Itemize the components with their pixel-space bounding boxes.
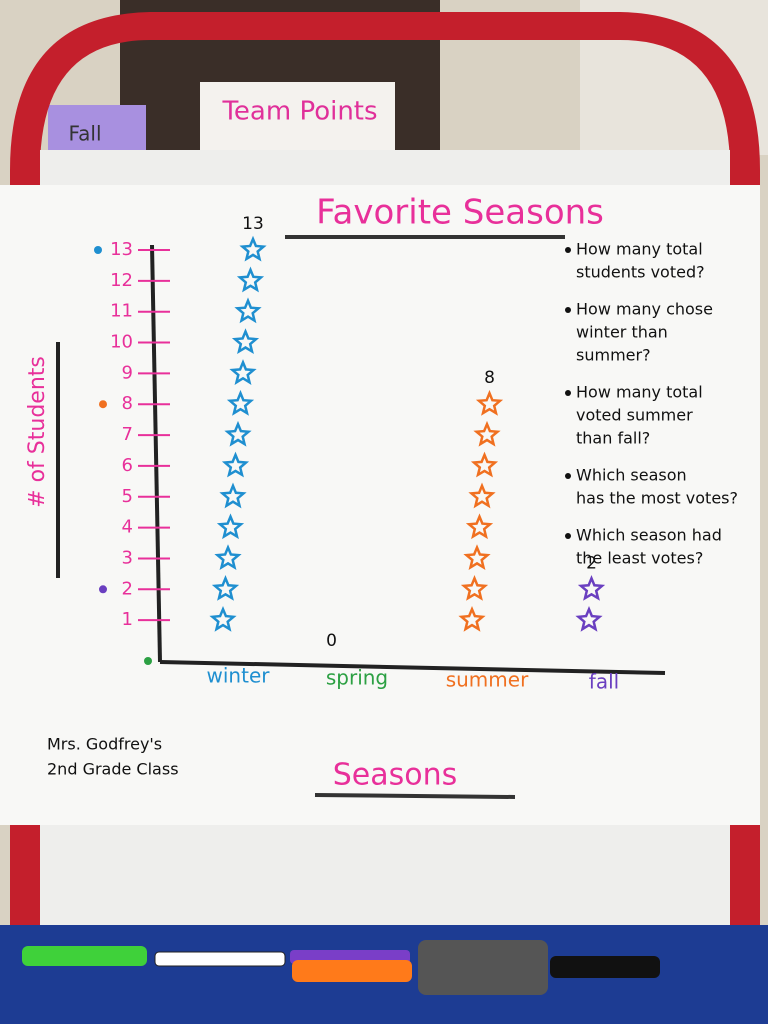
y-tick-label: 10 <box>110 332 133 353</box>
tick-dot <box>99 400 107 409</box>
star <box>468 482 496 509</box>
y-axis-label: # of Students <box>25 356 50 508</box>
value-label: 13 <box>242 214 264 234</box>
y-tick-label: 11 <box>110 301 133 322</box>
bullet <box>565 390 571 396</box>
question: Which season <box>576 466 687 485</box>
value-label: 0 <box>326 631 337 651</box>
bullet <box>565 473 571 479</box>
x-label-underline <box>314 793 516 799</box>
y-tick-label: 1 <box>122 609 133 630</box>
question: How many total <box>576 240 703 259</box>
star <box>458 605 486 632</box>
y-tick-label: 4 <box>122 517 133 538</box>
sign <box>48 105 146 150</box>
star <box>239 235 267 262</box>
star <box>211 575 240 601</box>
y-tick-label: 9 <box>122 362 133 383</box>
y-tick-label: 8 <box>122 393 133 414</box>
question: How many total <box>576 383 703 402</box>
star <box>465 513 494 540</box>
star-column <box>575 575 606 632</box>
sign-text: Team Points <box>221 97 377 127</box>
question: has the most votes? <box>576 489 738 508</box>
star <box>219 482 247 509</box>
bullet <box>565 247 571 253</box>
y-tick-label: 12 <box>110 270 133 291</box>
value-label: 2 <box>586 553 597 573</box>
y-axis <box>150 244 162 663</box>
x-tick-label: fall <box>589 670 619 694</box>
tick-dot <box>94 246 102 254</box>
marker <box>154 951 286 967</box>
y-tick-label: 6 <box>122 455 133 476</box>
tick-dot <box>99 585 107 594</box>
star <box>460 575 489 601</box>
x-tick-label: summer <box>446 668 529 692</box>
marker <box>292 960 412 982</box>
star <box>473 420 501 447</box>
x-axis-label: Seasons <box>333 758 458 793</box>
question: than fall? <box>576 429 650 448</box>
question: voted summer <box>576 406 693 425</box>
star <box>226 389 255 416</box>
value-label: 8 <box>484 368 495 388</box>
eraser <box>418 940 548 995</box>
star <box>470 451 499 478</box>
star <box>475 389 504 416</box>
star <box>234 297 262 324</box>
star <box>236 266 265 293</box>
question: How many chose <box>576 300 713 319</box>
star-column <box>458 389 504 632</box>
sign <box>200 82 395 152</box>
star <box>209 605 237 632</box>
marker <box>22 946 147 966</box>
bullet <box>565 307 571 313</box>
star <box>231 328 260 355</box>
question: winter than <box>576 323 668 342</box>
star-column <box>209 235 267 632</box>
question: Which season had <box>576 526 722 545</box>
y-tick-label: 7 <box>122 424 133 445</box>
y-tick-label: 3 <box>122 547 133 568</box>
x-tick-label: winter <box>207 664 271 688</box>
chart-title: Favorite Seasons <box>316 193 604 233</box>
star <box>229 359 257 385</box>
x-axis <box>159 660 666 675</box>
author: Mrs. Godfrey's <box>47 735 162 754</box>
star <box>463 544 491 571</box>
star <box>575 605 603 632</box>
question: summer? <box>576 346 651 365</box>
x-tick-label: spring <box>326 666 388 690</box>
y-tick-label: 13 <box>110 239 133 260</box>
star <box>214 544 242 571</box>
chart-paper <box>0 185 760 825</box>
y-tick-label: 2 <box>122 578 133 599</box>
author: 2nd Grade Class <box>47 760 179 779</box>
marker <box>550 956 660 978</box>
question: the least votes? <box>576 549 703 568</box>
tick-dot <box>144 657 152 665</box>
star <box>221 451 250 478</box>
bullet <box>565 533 571 539</box>
y-tick-label: 5 <box>122 486 133 507</box>
star <box>577 575 606 601</box>
question: students voted? <box>576 263 705 282</box>
star <box>216 513 245 540</box>
sign-text: Fall <box>68 122 101 146</box>
star <box>224 420 252 447</box>
